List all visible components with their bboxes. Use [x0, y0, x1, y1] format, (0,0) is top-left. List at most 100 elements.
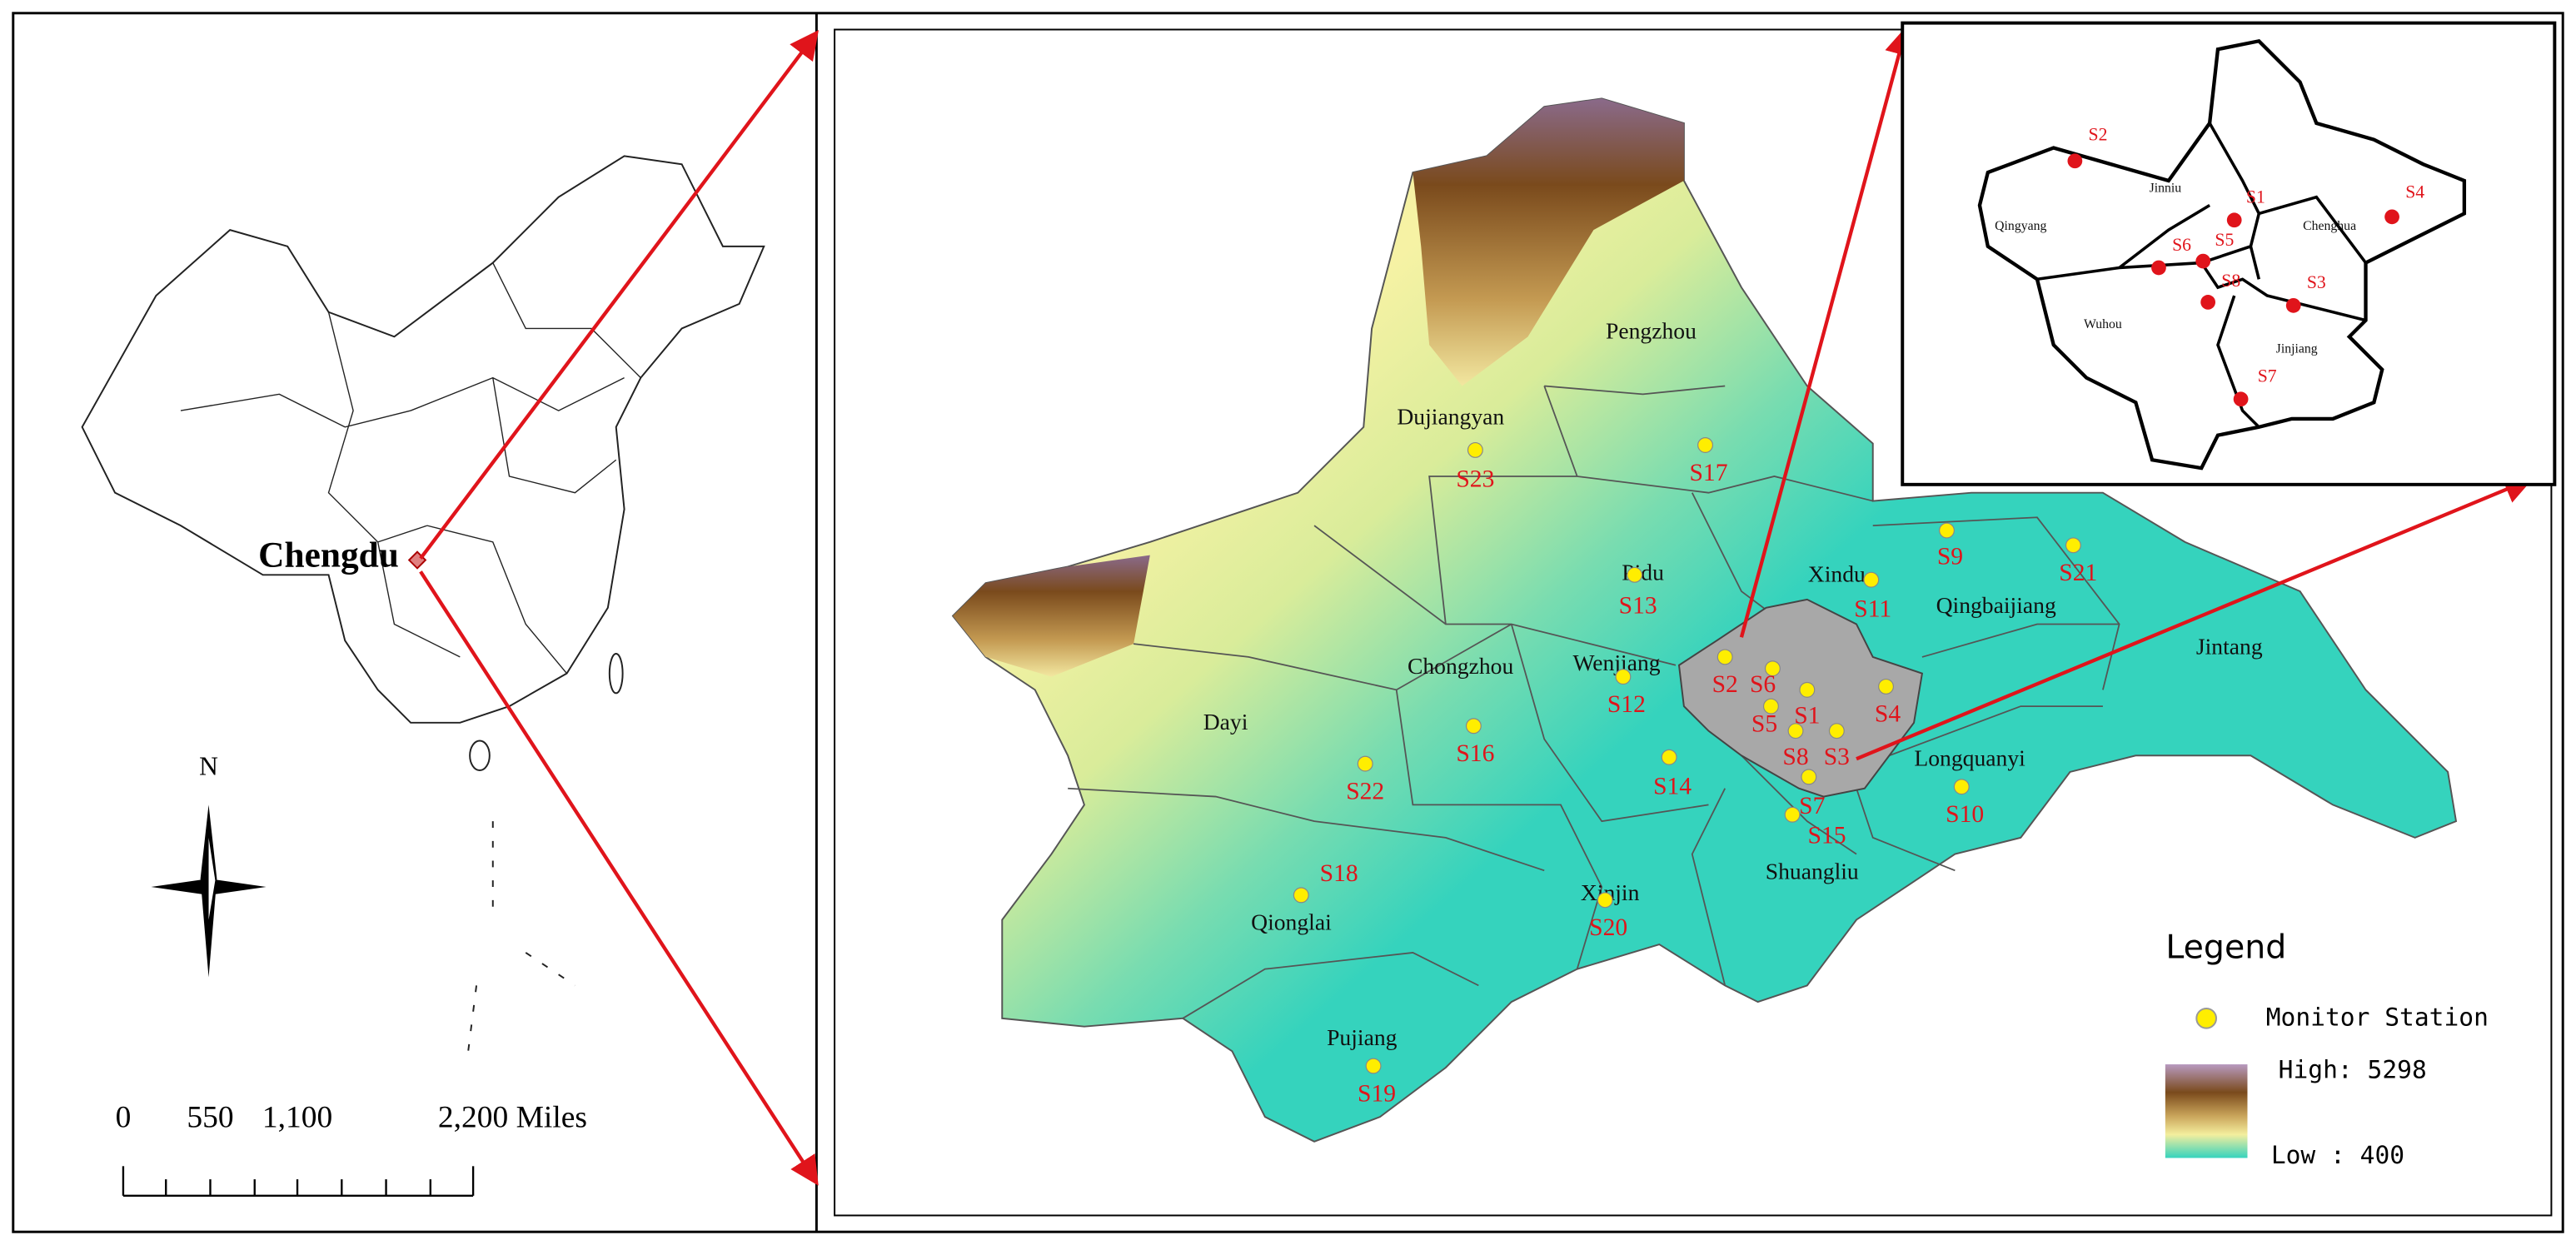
- station-label: S21: [2059, 560, 2097, 586]
- inset-station-label: S7: [2258, 366, 2277, 386]
- station-marker: [1762, 698, 1779, 715]
- station-marker: [2065, 537, 2081, 554]
- inset-station-marker: [2200, 295, 2216, 310]
- scale-label: 2,200 Miles: [438, 1101, 587, 1135]
- inset-station-label: S6: [2172, 235, 2191, 255]
- station-marker: [1878, 678, 1894, 695]
- station-marker: [1863, 571, 1880, 588]
- legend-label: Monitor Station: [2266, 1003, 2489, 1031]
- station-label: S7: [1799, 793, 1825, 819]
- inset-boundaries: [2036, 122, 2367, 429]
- district-label: Qingbaijiang: [1936, 592, 2056, 618]
- inset-station-marker: [2226, 212, 2242, 228]
- district-label: Shuangliu: [1766, 859, 1859, 884]
- station-label: S17: [1689, 460, 1727, 486]
- legend-low: Low : 400: [2271, 1141, 2404, 1169]
- zoom-arrow: [419, 29, 819, 560]
- station-marker: [1697, 437, 1714, 453]
- district-label: Pengzhou: [1606, 318, 1697, 344]
- china-outline: [81, 155, 765, 724]
- inset-district-label: Chenghua: [2303, 219, 2356, 233]
- inset-station-label: S4: [2405, 182, 2424, 202]
- station-label: S2: [1712, 671, 1738, 698]
- district-label: Jintang: [2196, 633, 2263, 659]
- mountains: [1413, 98, 1684, 386]
- urban-core: [1677, 598, 1924, 798]
- china-map: [81, 155, 765, 1052]
- district-label: Pujiang: [1327, 1024, 1398, 1050]
- zoom-arrow: [419, 570, 819, 1186]
- hainan: [469, 740, 491, 771]
- district-label: Qionglai: [1251, 909, 1332, 935]
- scale-label: 550: [187, 1101, 233, 1135]
- legend-title: Legend: [2165, 928, 2286, 966]
- station-label: S15: [1807, 823, 1846, 849]
- inset-district-label: Jinniu: [2150, 181, 2182, 195]
- station-marker: [1787, 723, 1804, 740]
- inset-outline: [1977, 38, 2467, 471]
- region-terrain: [951, 97, 2458, 1143]
- mountains: [953, 555, 1150, 677]
- city-label: Chengdu: [258, 535, 399, 575]
- district-boundaries: [1068, 385, 2120, 1019]
- inset-station-label: S1: [2246, 187, 2265, 207]
- scale-label: 0: [116, 1101, 132, 1135]
- district-label: Dayi: [1203, 709, 1248, 735]
- station-marker: [1615, 669, 1632, 685]
- station-marker: [1365, 1058, 1382, 1074]
- district-label: Wenjiang: [1572, 650, 1660, 675]
- station-marker: [1467, 441, 1483, 458]
- station-label: S10: [1946, 801, 1984, 828]
- station-marker: [1799, 681, 1816, 698]
- north-label: N: [199, 751, 218, 780]
- legend-marker: [2195, 1008, 2217, 1029]
- zoom-arrow: [1856, 476, 2534, 761]
- zoom-arrow: [1739, 26, 1914, 638]
- inset-station-marker: [2285, 297, 2301, 313]
- inset-station-marker: [2067, 153, 2083, 169]
- inset-district-label: Jinjiang: [2276, 342, 2318, 356]
- elevation-bar: [2165, 1064, 2248, 1158]
- legend-high: High: 5298: [2279, 1055, 2427, 1083]
- inset-station-label: S2: [2089, 125, 2108, 145]
- station-marker: [1953, 779, 1970, 795]
- scale-bar: [122, 1166, 475, 1198]
- taiwan: [608, 652, 624, 695]
- inset-station-label: S3: [2307, 272, 2326, 292]
- inset-station-label: S5: [2215, 230, 2234, 250]
- station-label: S23: [1456, 466, 1494, 493]
- station-label: S16: [1456, 740, 1494, 767]
- station-label: S6: [1750, 671, 1776, 698]
- region-frame: [834, 28, 2553, 1217]
- station-label: S22: [1346, 778, 1384, 804]
- station-marker: [1597, 892, 1613, 909]
- district-label: Xindu: [1808, 561, 1866, 587]
- station-label: S12: [1607, 691, 1646, 718]
- province-lines: [180, 262, 641, 675]
- inset-district-label: Qingyang: [1995, 219, 2046, 233]
- station-label: S20: [1589, 914, 1627, 941]
- station-label: S3: [1824, 744, 1850, 770]
- inset-station-marker: [2151, 260, 2166, 276]
- station-label: S9: [1937, 543, 1963, 570]
- station-label: S8: [1782, 744, 1808, 770]
- station-marker: [1939, 522, 1955, 539]
- station-marker: [1801, 769, 1817, 785]
- inset-station-marker: [2384, 209, 2399, 225]
- scale-label: 1,100: [262, 1101, 332, 1135]
- islands: [467, 821, 575, 1052]
- station-marker: [1764, 660, 1781, 677]
- district-label: Chongzhou: [1408, 653, 1514, 679]
- station-marker: [1784, 806, 1801, 823]
- station-label: S13: [1619, 593, 1657, 620]
- station-marker: [1717, 649, 1733, 665]
- inset-labels: Jinniu Qingyang Chenghua Wuhou Jinjiang S2 S1 S…: [1995, 125, 2424, 407]
- station-marker: [1465, 718, 1482, 735]
- compass: [151, 804, 267, 978]
- inset-station-marker: [2233, 391, 2249, 407]
- station-label: S11: [1854, 595, 1891, 622]
- inset-station-marker: [2195, 253, 2211, 269]
- district-label: Dujiangyan: [1397, 403, 1504, 429]
- station-label: S19: [1358, 1080, 1396, 1107]
